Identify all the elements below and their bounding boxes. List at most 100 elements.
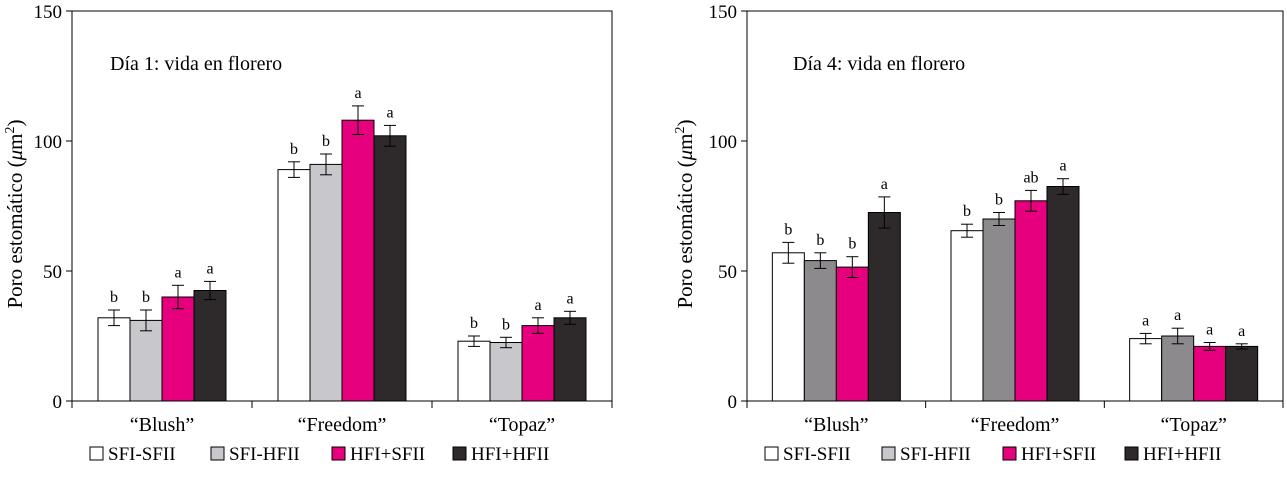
bar: [1193, 345, 1227, 402]
legend-item: HFI+SFII: [1002, 444, 1096, 465]
significance-label: a: [1206, 322, 1213, 339]
error-bar: [1057, 178, 1069, 195]
bar: [867, 212, 901, 402]
legend-label: HFI+SFII: [1021, 444, 1096, 465]
bar: [309, 163, 343, 402]
bar: [1014, 200, 1048, 402]
bar: [950, 230, 984, 402]
legend-swatch: [1002, 446, 1017, 461]
error-bar: [564, 310, 576, 325]
significance-label: b: [816, 232, 824, 249]
significance-label: b: [963, 203, 971, 220]
bar: [803, 260, 837, 402]
legend-item: HFI+SFII: [331, 444, 425, 465]
error-bar: [500, 336, 512, 349]
significance-label: b: [470, 315, 478, 332]
y-tick-label: 150: [34, 2, 63, 23]
significance-label: a: [1238, 323, 1245, 340]
bar: [97, 317, 131, 402]
significance-label: a: [566, 290, 573, 307]
error-bar: [320, 153, 332, 176]
y-tick-label: 100: [709, 132, 738, 153]
chart-annotation: Día 4: vida en florero: [793, 53, 965, 75]
significance-label: a: [206, 260, 213, 277]
error-bar: [288, 161, 300, 178]
bar: [161, 296, 195, 402]
bar: [771, 252, 805, 402]
error-bar: [993, 212, 1005, 226]
x-category-label: “Topaz”: [1161, 414, 1227, 436]
legend-swatch: [881, 446, 896, 461]
significance-label: b: [110, 289, 118, 306]
bar: [193, 290, 227, 402]
y-tick-label: 150: [709, 2, 738, 23]
error-bar: [384, 124, 396, 147]
legend-item: HFI+HFII: [1124, 444, 1221, 465]
legend-item: SFI-HFII: [210, 444, 300, 465]
x-category-label: “Freedom”: [298, 414, 387, 436]
error-bar: [814, 252, 827, 269]
error-bar: [172, 284, 184, 310]
significance-label: a: [354, 85, 361, 102]
y-tick-label: 0: [728, 392, 738, 413]
chart-panel-1: 0 50 100 150 “Blush” “Freedom” “Topaz” b b b b b b a a…: [3, 2, 613, 436]
significance-label: b: [784, 221, 792, 238]
significance-label: a: [386, 104, 393, 121]
significance-label: a: [881, 176, 888, 193]
error-bar: [1139, 332, 1152, 345]
bar: [1046, 186, 1080, 402]
legend-swatch: [89, 446, 104, 461]
bar: [457, 340, 491, 402]
significance-label: b: [848, 236, 856, 253]
significance-label: ab: [1023, 169, 1038, 186]
legend-swatch: [331, 446, 346, 461]
significance-label: a: [534, 297, 541, 314]
significance-label: b: [322, 133, 330, 150]
bar: [835, 266, 869, 402]
significance-label: a: [1174, 307, 1181, 324]
error-bar: [532, 317, 544, 334]
y-tick-label: 100: [34, 132, 63, 153]
bar: [982, 218, 1016, 402]
legend-label: SFI-SFII: [108, 444, 176, 465]
error-bar: [140, 309, 152, 332]
error-bar: [352, 105, 364, 135]
error-bar: [108, 309, 120, 327]
bar: [1225, 345, 1259, 402]
y-axis-label: Poro estomático (μm2): [3, 119, 27, 308]
legend-label: SFI-SFII: [783, 444, 851, 465]
legend-item: SFI-SFII: [764, 444, 851, 465]
significance-label: b: [142, 289, 150, 306]
error-bar: [1171, 327, 1184, 345]
legend-swatch: [452, 446, 467, 461]
legend-item: SFI-HFII: [881, 444, 971, 465]
significance-label: b: [995, 192, 1003, 209]
x-category-label: “Freedom”: [971, 414, 1060, 436]
legend-item: HFI+HFII: [452, 444, 549, 465]
error-bar: [1235, 343, 1248, 350]
legend-swatch: [210, 446, 225, 461]
legend-label: HFI+HFII: [471, 444, 549, 465]
error-bar: [204, 280, 216, 301]
significance-label: b: [502, 316, 510, 333]
error-bar: [961, 223, 973, 238]
bar: [129, 319, 163, 402]
bar: [341, 119, 375, 402]
legend-label: HFI+HFII: [1143, 444, 1221, 465]
y-tick-label: 50: [43, 262, 62, 283]
bar: [553, 317, 587, 402]
bar: [489, 342, 523, 402]
x-category-label: “Blush”: [130, 414, 194, 436]
chart-annotation: Día 1: vida en florero: [110, 53, 282, 75]
significance-label: a: [1059, 158, 1066, 175]
error-bar: [1025, 189, 1037, 212]
bar: [373, 135, 407, 402]
legend-label: SFI-HFII: [900, 444, 971, 465]
y-tick-label: 0: [53, 392, 63, 413]
y-axis-label: Poro estomático (μm2): [673, 119, 697, 308]
legend-label: HFI+SFII: [350, 444, 425, 465]
x-category-label: “Blush”: [804, 414, 868, 436]
significance-label: b: [290, 141, 298, 158]
